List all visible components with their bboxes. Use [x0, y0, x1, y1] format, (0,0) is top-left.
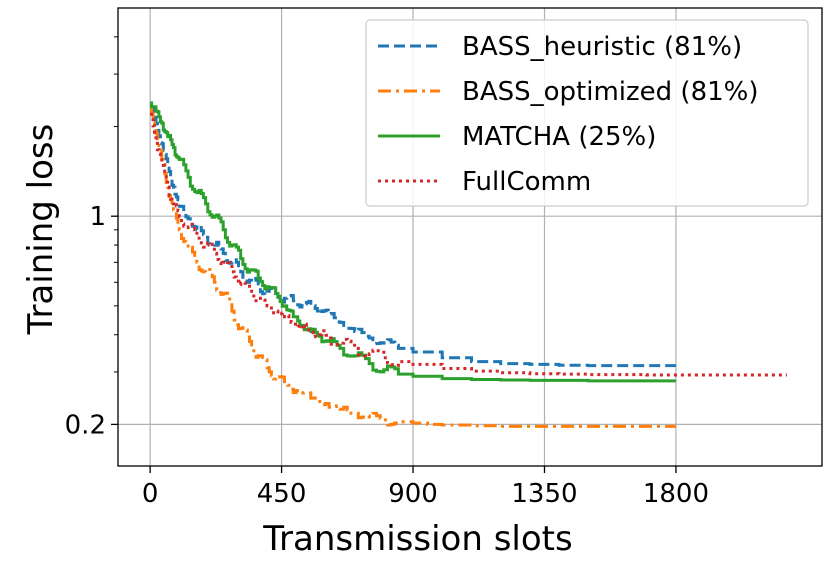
- y-tick-label: 1: [89, 202, 106, 232]
- x-tick-label: 900: [388, 479, 438, 509]
- legend-label: FullComm: [462, 167, 591, 197]
- x-tick-label: 0: [142, 479, 159, 509]
- x-tick-label: 450: [257, 479, 307, 509]
- legend-label: BASS_optimized (81%): [462, 77, 759, 107]
- y-axis-ticks: 0.21: [65, 202, 118, 440]
- x-axis-ticks: 0 450 900 1350 1800: [142, 466, 709, 509]
- legend-box: [365, 19, 809, 207]
- legend-label: MATCHA (25%): [462, 122, 656, 152]
- series-line-0: [150, 104, 676, 368]
- legend-label: BASS_heuristic (81%): [462, 32, 742, 62]
- x-axis-label: Transmission slots: [262, 519, 572, 559]
- series-line-1: [150, 107, 676, 428]
- x-tick-label: 1800: [643, 479, 709, 509]
- x-tick-label: 1350: [511, 479, 577, 509]
- y-axis-label: Training loss: [21, 124, 61, 336]
- data-series: [150, 101, 787, 428]
- y-tick-label: 0.2: [65, 410, 106, 440]
- plot-frame: [117, 7, 823, 467]
- series-line-3: [150, 112, 787, 377]
- legend: BASS_heuristic (81%) BASS_optimized (81%)…: [365, 19, 809, 207]
- y-minor-ticks: [114, 36, 118, 373]
